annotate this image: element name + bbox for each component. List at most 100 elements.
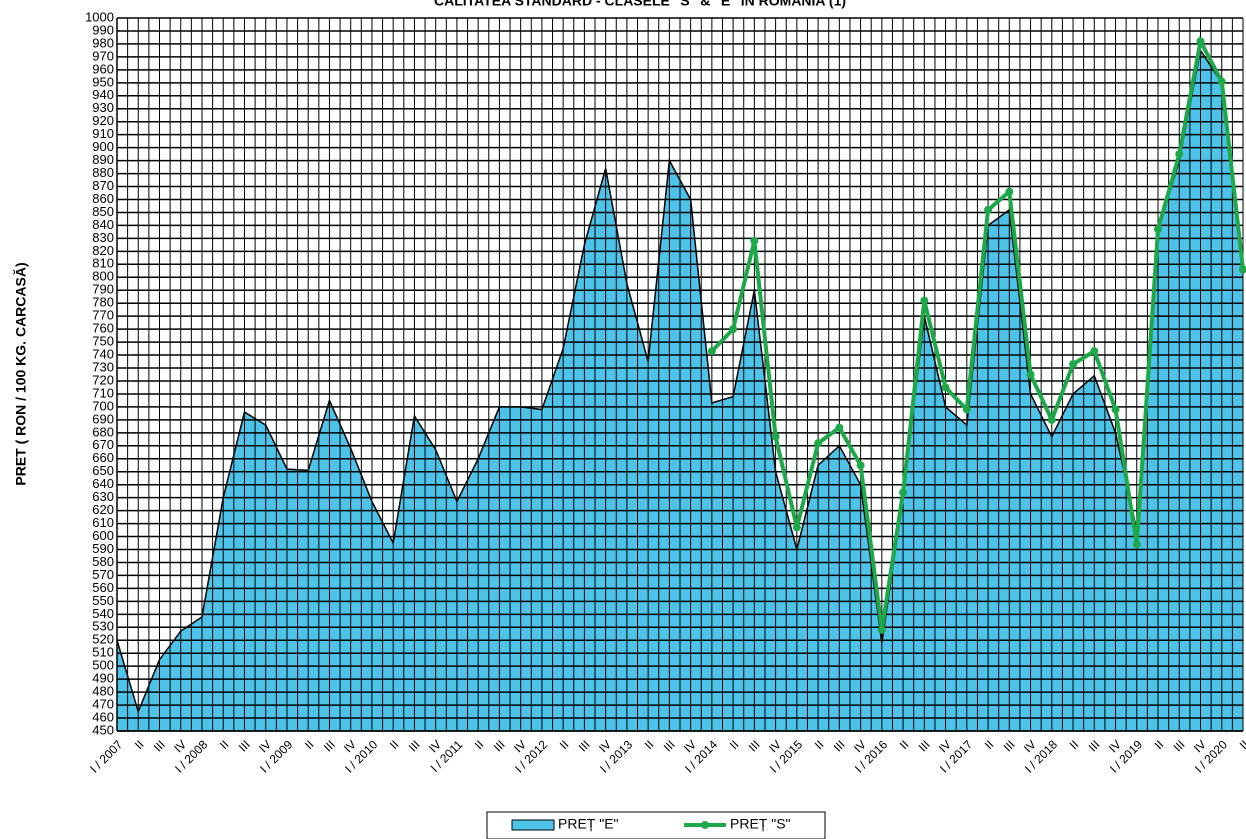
x-tick-label: I / 2007 xyxy=(87,737,125,775)
marker xyxy=(941,383,950,392)
y-tick-label: 550 xyxy=(92,593,114,608)
x-tick-label: III xyxy=(321,737,338,754)
x-tick-label: II xyxy=(1067,737,1082,752)
marker xyxy=(707,347,716,356)
x-tick-label: III xyxy=(236,737,253,754)
y-tick-label: 630 xyxy=(92,489,114,504)
x-tick-label: III xyxy=(1086,737,1103,754)
x-tick-label: II xyxy=(557,737,572,752)
marker xyxy=(1239,265,1246,274)
x-tick-label: II xyxy=(1237,737,1246,752)
y-tick-label: 670 xyxy=(92,437,114,452)
y-tick-label: 750 xyxy=(92,334,114,349)
x-tick-label: II xyxy=(472,737,487,752)
y-tick-label: 610 xyxy=(92,515,114,530)
marker xyxy=(962,405,971,414)
y-tick-label: 590 xyxy=(92,541,114,556)
x-tick-label: II xyxy=(812,737,827,752)
x-tick-label: III xyxy=(831,737,848,754)
x-tick-label: III xyxy=(1171,737,1188,754)
y-tick-label: 520 xyxy=(92,632,114,647)
y-tick-label: 930 xyxy=(92,100,114,115)
x-tick-label: II xyxy=(642,737,657,752)
y-tick-label: 560 xyxy=(92,580,114,595)
x-tick-label: II xyxy=(897,737,912,752)
y-tick-label: 940 xyxy=(92,87,114,102)
y-tick-label: 800 xyxy=(92,269,114,284)
y-tick-label: 470 xyxy=(92,697,114,712)
marker xyxy=(1069,360,1078,369)
y-tick-label: 690 xyxy=(92,411,114,426)
x-tick-label: II xyxy=(727,737,742,752)
y-tick-label: 460 xyxy=(92,709,114,724)
marker xyxy=(984,205,993,214)
x-tick-label: II xyxy=(982,737,997,752)
marker xyxy=(856,461,865,470)
y-tick-label: 850 xyxy=(92,204,114,219)
y-tick-label: 710 xyxy=(92,385,114,400)
marker xyxy=(1132,540,1141,549)
marker xyxy=(1005,187,1014,196)
y-tick-label: 580 xyxy=(92,554,114,569)
marker xyxy=(835,423,844,432)
marker xyxy=(1047,415,1056,424)
marker xyxy=(792,523,801,532)
y-tick-label: 970 xyxy=(92,48,114,63)
y-tick-label: 510 xyxy=(92,645,114,660)
y-tick-label: 870 xyxy=(92,178,114,193)
y-tick-label: 780 xyxy=(92,295,114,310)
y-tick-label: 450 xyxy=(92,722,114,737)
y-tick-label: 660 xyxy=(92,450,114,465)
y-tick-label: 740 xyxy=(92,346,114,361)
marker xyxy=(1175,150,1184,159)
y-tick-label: 910 xyxy=(92,126,114,141)
y-tick-label: 490 xyxy=(92,671,114,686)
y-tick-label: 480 xyxy=(92,684,114,699)
x-tick-label: II xyxy=(387,737,402,752)
x-tick-label: III xyxy=(661,737,678,754)
x-tick-label: III xyxy=(1001,737,1018,754)
y-tick-label: 760 xyxy=(92,321,114,336)
marker xyxy=(899,488,908,497)
x-tick-label: II xyxy=(132,737,147,752)
marker xyxy=(814,439,823,448)
marker xyxy=(1217,77,1226,86)
y-tick-label: 620 xyxy=(92,502,114,517)
line xyxy=(710,35,1245,631)
area-outline xyxy=(116,48,1244,714)
y-tick-label: 880 xyxy=(92,165,114,180)
chart-title: CALITATEA STANDARD - CLASELE "S" & "E" Î… xyxy=(434,0,846,9)
y-tick-label: 500 xyxy=(92,658,114,673)
y-tick-label: 700 xyxy=(92,398,114,413)
y-tick-label: 990 xyxy=(92,22,114,37)
y-tick-label: 950 xyxy=(92,74,114,89)
marker xyxy=(1196,37,1205,46)
x-tick-label: III xyxy=(746,737,763,754)
y-tick-label: 920 xyxy=(92,113,114,128)
y-tick-label: 540 xyxy=(92,606,114,621)
x-tick-label: II xyxy=(1152,737,1167,752)
marker xyxy=(771,432,780,441)
legend: PREȚ "E" PREȚ "S" xyxy=(486,811,826,839)
y-tick-label: 650 xyxy=(92,463,114,478)
y-tick-label: 1000 xyxy=(85,9,114,24)
y-tick-label: 810 xyxy=(92,256,114,271)
y-tick-label: 890 xyxy=(92,152,114,167)
marker xyxy=(1090,347,1099,356)
y-tick-label: 720 xyxy=(92,372,114,387)
marker xyxy=(1026,370,1035,379)
y-tick-label: 600 xyxy=(92,528,114,543)
y-tick-label: 840 xyxy=(92,217,114,232)
y-tick-label: 900 xyxy=(92,139,114,154)
marker xyxy=(877,625,886,634)
legend-label: PREȚ "E" xyxy=(558,816,619,832)
x-tick-label: III xyxy=(491,737,508,754)
x-tick-label: III xyxy=(576,737,593,754)
marker xyxy=(1154,225,1163,234)
y-tick-label: 820 xyxy=(92,243,114,258)
legend-swatch xyxy=(511,819,555,831)
y-tick-label: 960 xyxy=(92,61,114,76)
legend-swatch xyxy=(701,821,709,829)
legend-label: PREȚ "S" xyxy=(730,816,791,832)
